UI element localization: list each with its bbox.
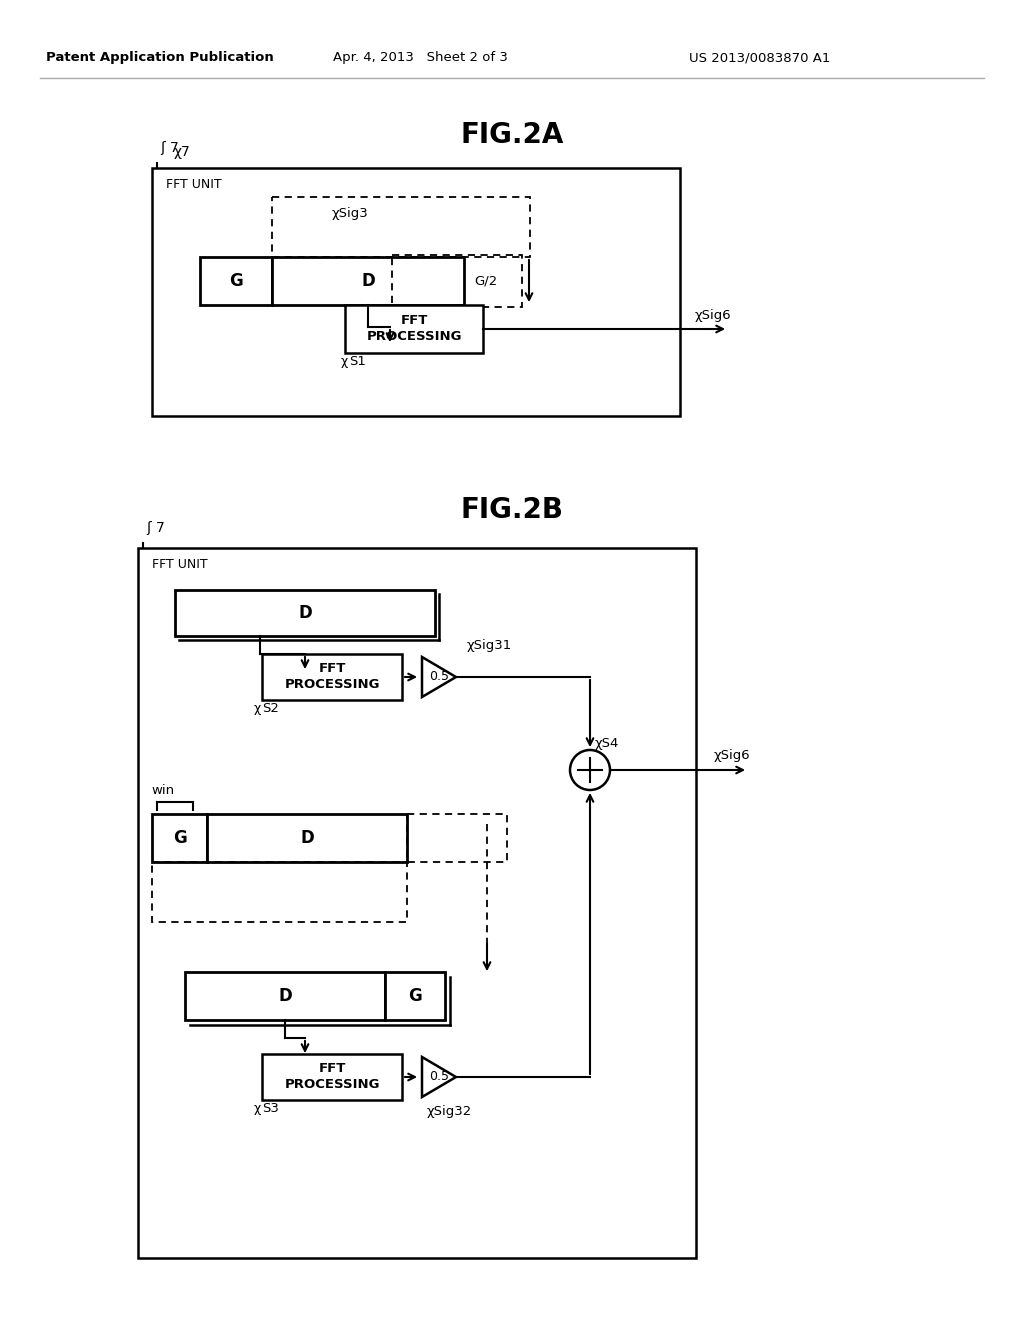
Text: PROCESSING: PROCESSING — [285, 1078, 380, 1092]
Text: ʃ: ʃ — [160, 141, 165, 154]
Bar — [152, 814, 207, 862]
Text: FFT: FFT — [400, 314, 428, 327]
Text: S2: S2 — [262, 702, 279, 715]
Text: FFT UNIT: FFT UNIT — [153, 557, 208, 570]
Text: χSig31: χSig31 — [467, 639, 512, 652]
Text: χS4: χS4 — [595, 738, 620, 751]
Bar — [262, 653, 402, 700]
Text: win: win — [152, 784, 174, 796]
Text: χSig6: χSig6 — [714, 750, 751, 763]
Text: D: D — [298, 605, 312, 622]
Bar — [262, 1053, 402, 1100]
Text: D: D — [361, 272, 375, 290]
Text: χ: χ — [341, 355, 348, 368]
Text: χSig6: χSig6 — [695, 309, 731, 322]
Bar — [345, 305, 483, 352]
Bar — [272, 197, 530, 257]
Text: G: G — [229, 272, 243, 290]
Text: S3: S3 — [262, 1102, 279, 1115]
Text: χ: χ — [254, 1102, 261, 1115]
Text: χSig3: χSig3 — [332, 207, 369, 220]
Bar — [200, 257, 272, 305]
Text: 0.5: 0.5 — [429, 671, 449, 684]
Text: χ: χ — [254, 702, 261, 715]
Bar — [152, 862, 407, 921]
Bar — [385, 972, 445, 1020]
Text: χSig32: χSig32 — [427, 1105, 472, 1118]
Text: FFT: FFT — [318, 1063, 346, 1076]
Text: 7: 7 — [170, 141, 179, 154]
Text: G/2: G/2 — [474, 275, 498, 288]
Text: PROCESSING: PROCESSING — [285, 678, 380, 692]
Bar — [407, 814, 507, 862]
Text: D: D — [300, 829, 314, 847]
Text: G: G — [173, 829, 186, 847]
Text: FIG.2A: FIG.2A — [461, 121, 563, 149]
Text: χ7: χ7 — [174, 145, 190, 158]
Text: FFT: FFT — [318, 663, 346, 676]
Bar — [175, 590, 435, 636]
Text: S1: S1 — [349, 355, 366, 368]
Text: ʃ: ʃ — [146, 521, 151, 535]
Bar — [185, 972, 385, 1020]
Text: US 2013/0083870 A1: US 2013/0083870 A1 — [689, 51, 830, 65]
Bar — [272, 257, 464, 305]
Text: G: G — [409, 987, 422, 1005]
Text: FIG.2B: FIG.2B — [461, 496, 563, 524]
Text: Patent Application Publication: Patent Application Publication — [46, 51, 273, 65]
Bar — [138, 548, 696, 1258]
Text: Apr. 4, 2013   Sheet 2 of 3: Apr. 4, 2013 Sheet 2 of 3 — [333, 51, 508, 65]
Text: D: D — [279, 987, 292, 1005]
Text: PROCESSING: PROCESSING — [367, 330, 462, 343]
Text: FFT UNIT: FFT UNIT — [166, 177, 222, 190]
Bar — [207, 814, 407, 862]
Text: 7: 7 — [156, 521, 165, 535]
Bar — [392, 255, 522, 308]
Text: 0.5: 0.5 — [429, 1071, 449, 1084]
Bar — [152, 168, 680, 416]
